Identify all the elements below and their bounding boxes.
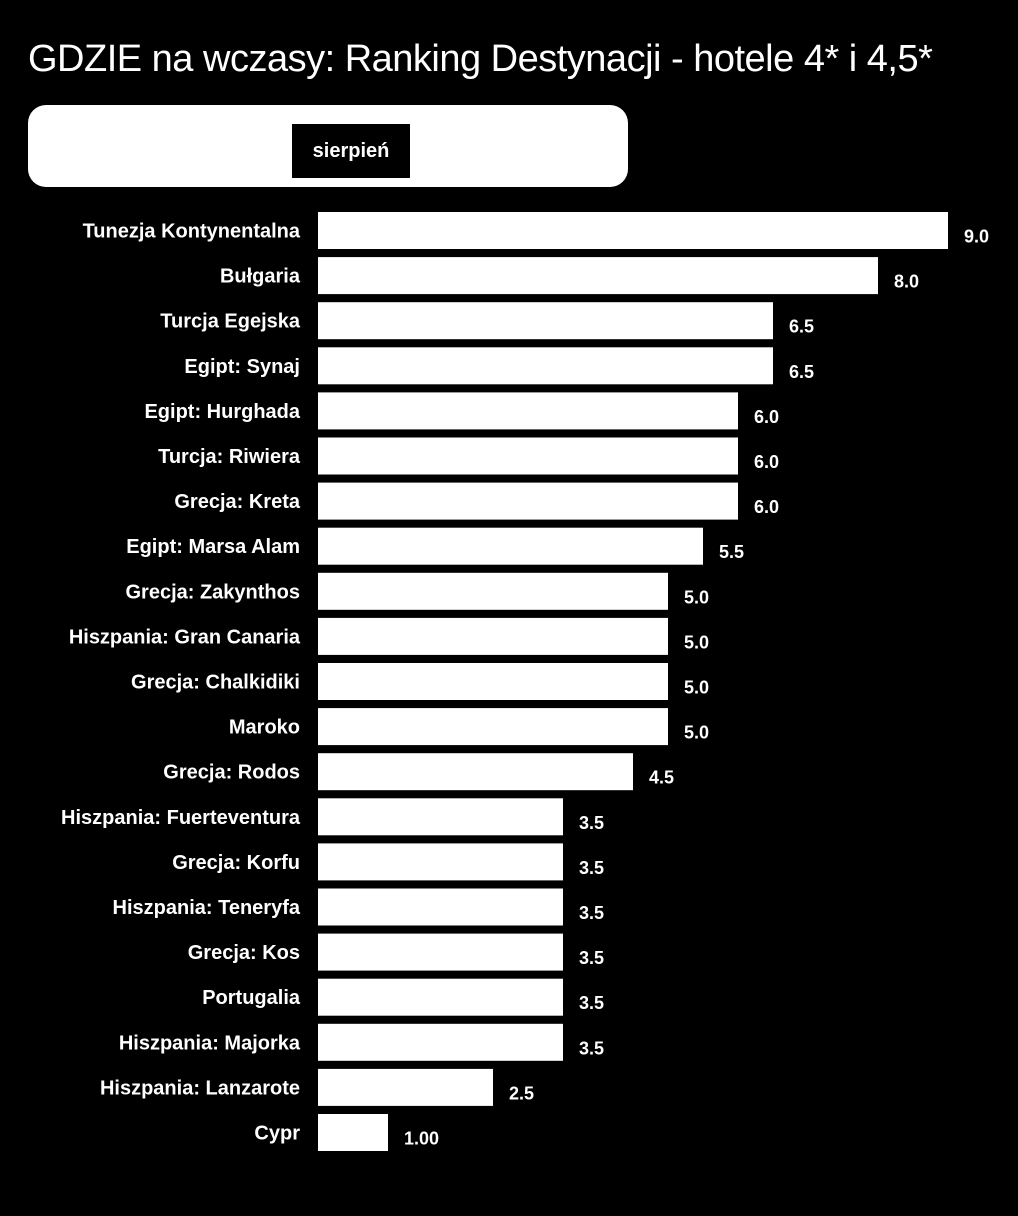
category-label: Grecja: Korfu: [172, 852, 300, 874]
value-label: 6.5: [789, 362, 814, 382]
value-label: 3.5: [579, 993, 604, 1013]
value-label: 3.5: [579, 813, 604, 833]
category-label: Hiszpania: Teneryfa: [113, 897, 301, 919]
category-label: Cypr: [254, 1123, 300, 1145]
value-label: 2.5: [509, 1083, 534, 1103]
category-label: Hiszpania: Fuerteventura: [61, 807, 301, 829]
value-label: 6.5: [789, 317, 814, 337]
bar: [318, 527, 703, 565]
bar: [318, 1068, 493, 1106]
bar: [318, 1114, 388, 1151]
value-label: 5.0: [684, 632, 709, 652]
value-label: 3.5: [579, 858, 604, 878]
bar: [318, 617, 668, 655]
bar: [318, 212, 948, 249]
bar: [318, 347, 773, 385]
value-label: 8.0: [894, 272, 919, 292]
period-label: sierpień: [292, 124, 410, 178]
bar: [318, 302, 773, 340]
chart-title: GDZIE na wczasy: Ranking Destynacji - ho…: [28, 38, 933, 80]
category-label: Turcja: Riwiera: [158, 446, 301, 468]
category-label: Egipt: Marsa Alam: [126, 536, 300, 558]
bar: [318, 392, 738, 430]
category-label: Egipt: Hurghada: [144, 401, 300, 423]
value-label: 3.5: [579, 1038, 604, 1058]
category-label: Hiszpania: Majorka: [119, 1032, 301, 1054]
category-label: Hiszpania: Lanzarote: [100, 1077, 300, 1099]
value-label: 6.0: [754, 407, 779, 427]
bar: [318, 482, 738, 520]
bar: [318, 933, 563, 971]
value-label: 5.5: [719, 542, 744, 562]
value-label: 3.5: [579, 948, 604, 968]
category-label: Hiszpania: Gran Canaria: [69, 626, 301, 648]
value-label: 1.00: [404, 1129, 439, 1149]
category-label: Grecja: Chalkidiki: [131, 672, 300, 694]
category-label: Grecja: Rodos: [163, 762, 300, 784]
bar: [318, 437, 738, 475]
category-label: Grecja: Kreta: [174, 491, 300, 513]
bar: [318, 888, 563, 926]
category-label: Turcja Egejska: [160, 311, 301, 333]
value-label: 3.5: [579, 903, 604, 923]
value-label: 5.0: [684, 587, 709, 607]
category-label: Bułgaria: [220, 266, 301, 288]
category-label: Portugalia: [202, 987, 301, 1009]
category-label: Grecja: Zakynthos: [125, 581, 300, 603]
value-label: 5.0: [684, 678, 709, 698]
category-label: Maroko: [229, 717, 300, 739]
bar: [318, 663, 668, 700]
bar: [318, 798, 563, 836]
value-label: 4.5: [649, 768, 674, 788]
value-label: 5.0: [684, 723, 709, 743]
value-label: 6.0: [754, 497, 779, 517]
bar: [318, 1023, 563, 1061]
value-label: 9.0: [964, 227, 989, 247]
bar: [318, 753, 633, 791]
bar: [318, 708, 668, 746]
bar: [318, 978, 563, 1016]
value-label: 6.0: [754, 452, 779, 472]
bar: [318, 257, 878, 295]
category-label: Tunezja Kontynentalna: [83, 221, 301, 243]
category-label: Egipt: Synaj: [184, 356, 300, 378]
category-label: Grecja: Kos: [188, 942, 300, 964]
bar: [318, 843, 563, 881]
bar: [318, 572, 668, 610]
